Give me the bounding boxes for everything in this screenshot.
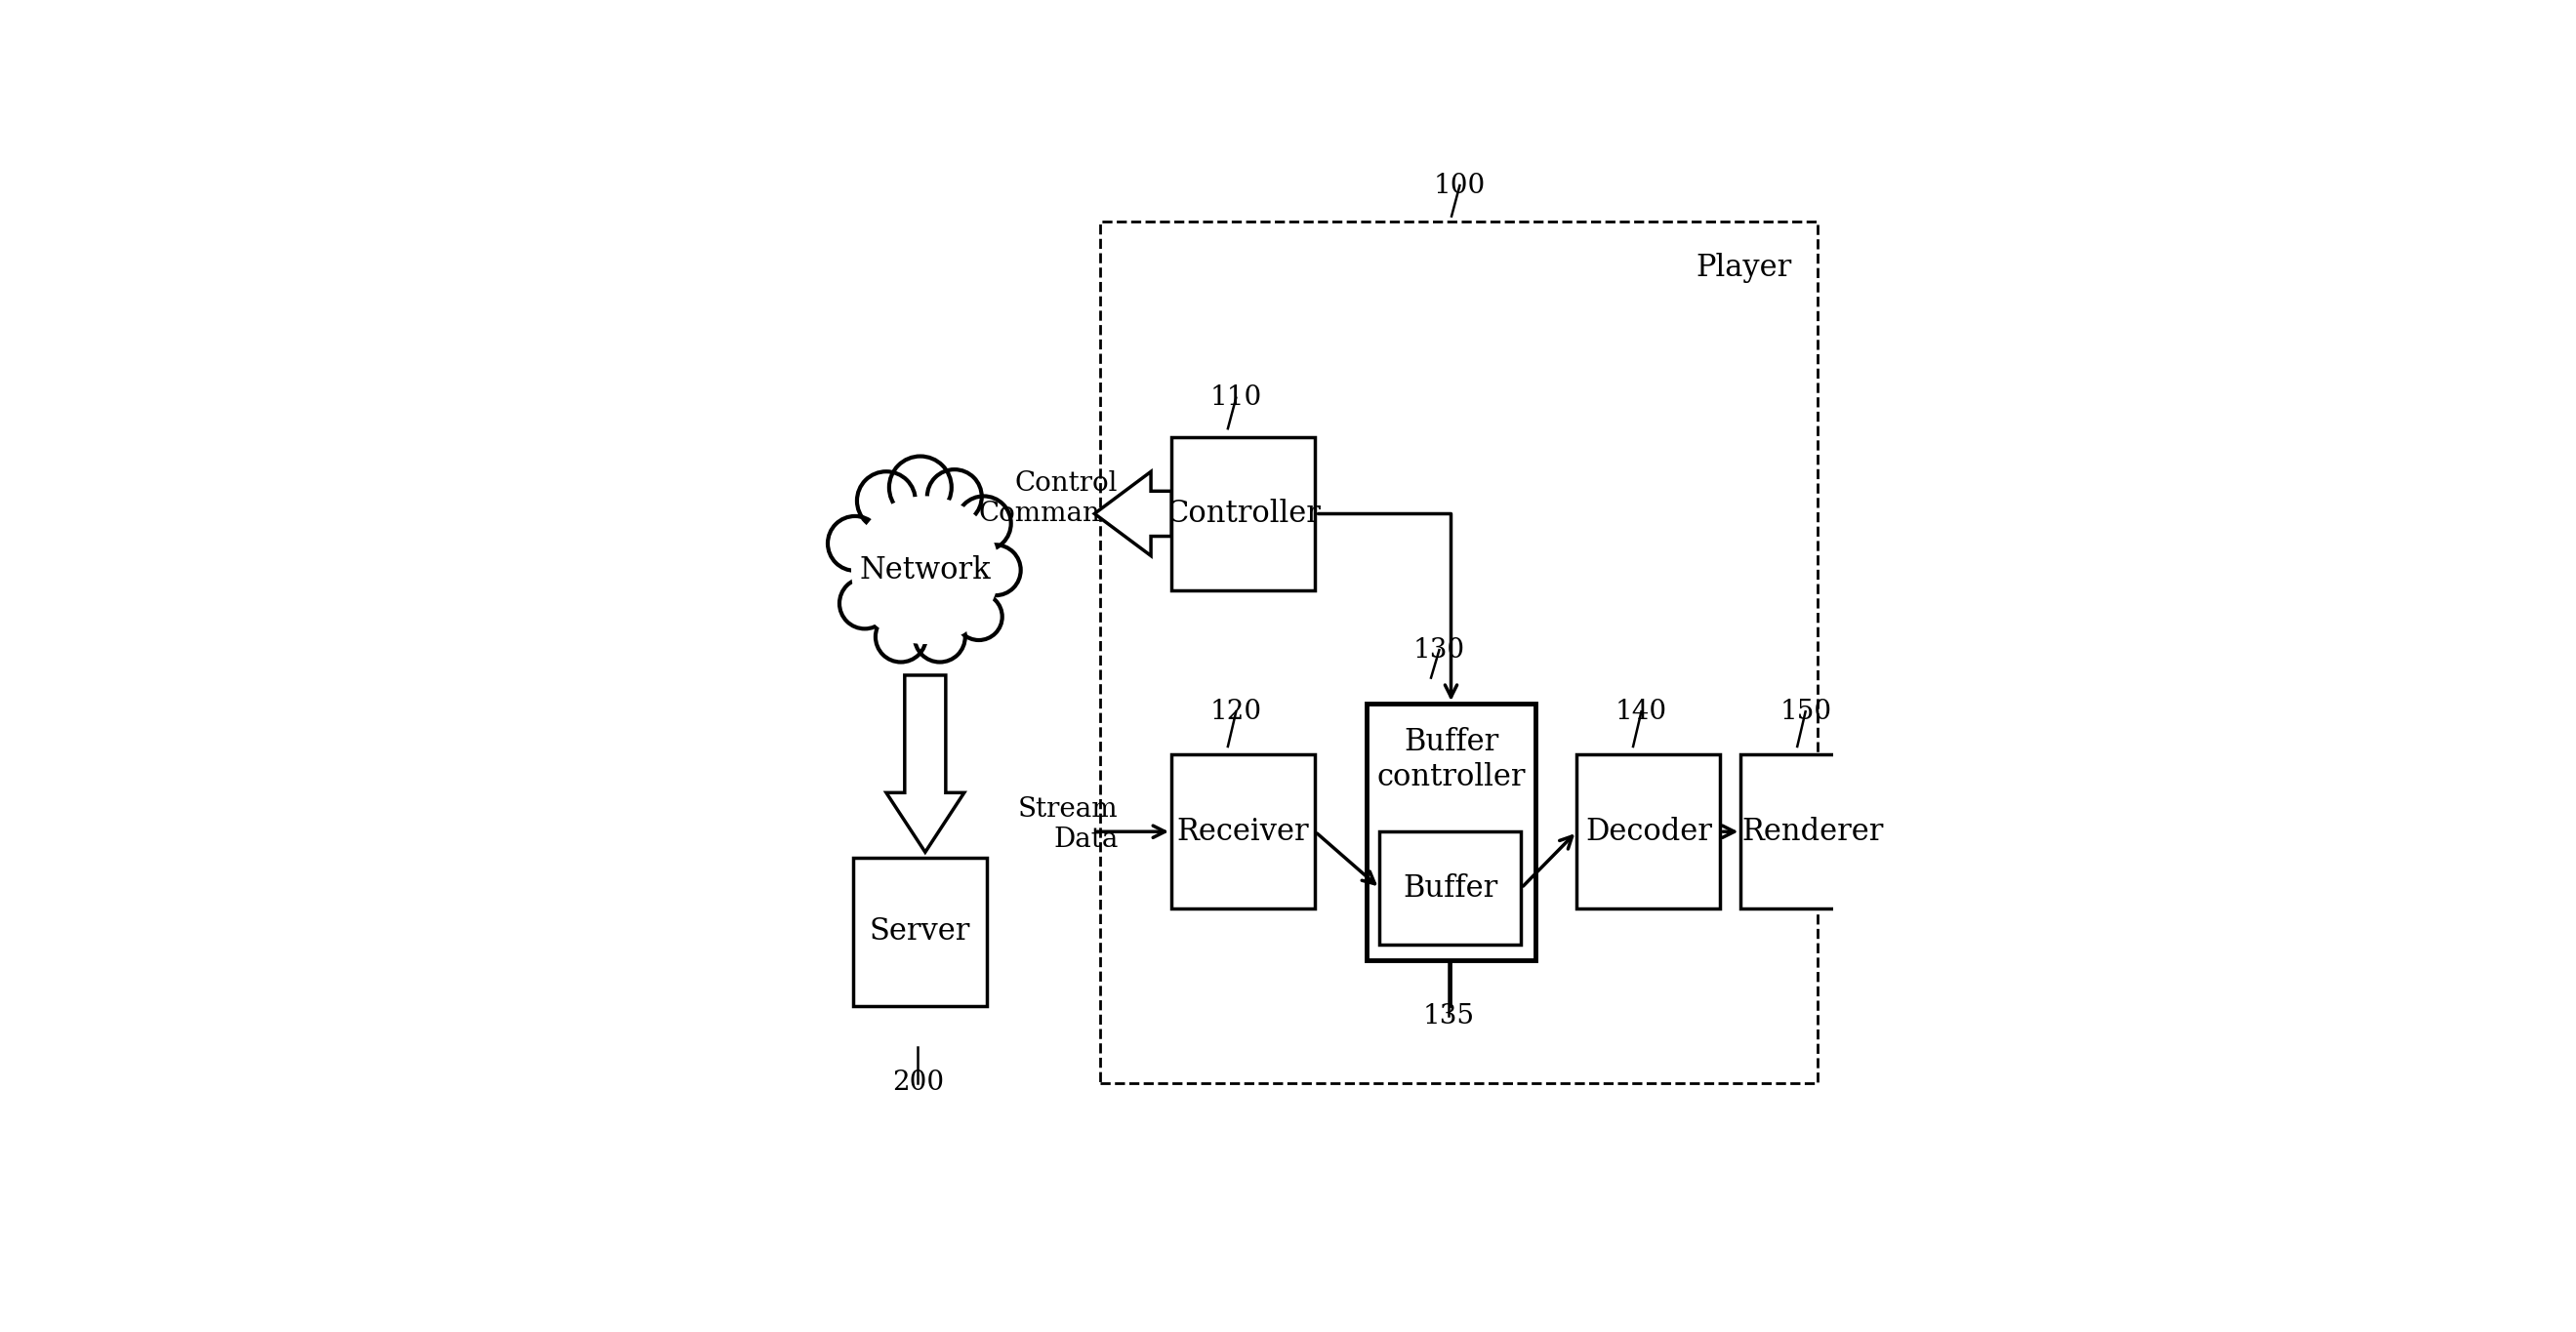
Bar	[1172, 437, 1316, 590]
Text: 110: 110	[1211, 385, 1262, 412]
Text: Buffer: Buffer	[1404, 872, 1499, 903]
Text: Control
Command: Control Command	[979, 470, 1118, 526]
Text: 100: 100	[1435, 172, 1486, 198]
Polygon shape	[886, 675, 963, 852]
Text: Controller: Controller	[1167, 498, 1321, 529]
Circle shape	[840, 578, 891, 629]
Text: 150: 150	[1780, 698, 1832, 725]
Circle shape	[889, 457, 951, 518]
Circle shape	[971, 545, 1020, 595]
Text: 135: 135	[1422, 1003, 1473, 1030]
Text: Decoder: Decoder	[1584, 817, 1713, 847]
Circle shape	[956, 496, 1010, 550]
Text: 140: 140	[1615, 698, 1667, 725]
Circle shape	[853, 497, 999, 643]
Circle shape	[956, 593, 1002, 641]
Text: Network: Network	[860, 555, 992, 585]
Text: Player: Player	[1695, 252, 1793, 282]
Bar	[853, 858, 987, 1006]
Bar	[1741, 755, 1886, 908]
Bar	[1172, 755, 1316, 908]
Bar	[1100, 221, 1819, 1083]
Bar	[1381, 831, 1522, 944]
Circle shape	[827, 515, 884, 570]
Circle shape	[876, 611, 927, 662]
Bar	[1577, 755, 1721, 908]
Text: Stream
Data: Stream Data	[1018, 797, 1118, 852]
Circle shape	[914, 611, 966, 662]
Bar	[1365, 703, 1535, 960]
Text: 200: 200	[891, 1070, 943, 1096]
Text: Buffer
controller: Buffer controller	[1376, 727, 1525, 793]
Text: Server: Server	[871, 916, 971, 947]
Text: 120: 120	[1211, 698, 1262, 725]
Text: Renderer: Renderer	[1741, 817, 1883, 847]
Polygon shape	[1095, 472, 1172, 555]
Circle shape	[858, 472, 914, 530]
Text: Receiver: Receiver	[1177, 817, 1309, 847]
Circle shape	[927, 469, 981, 523]
Text: 130: 130	[1414, 637, 1466, 663]
